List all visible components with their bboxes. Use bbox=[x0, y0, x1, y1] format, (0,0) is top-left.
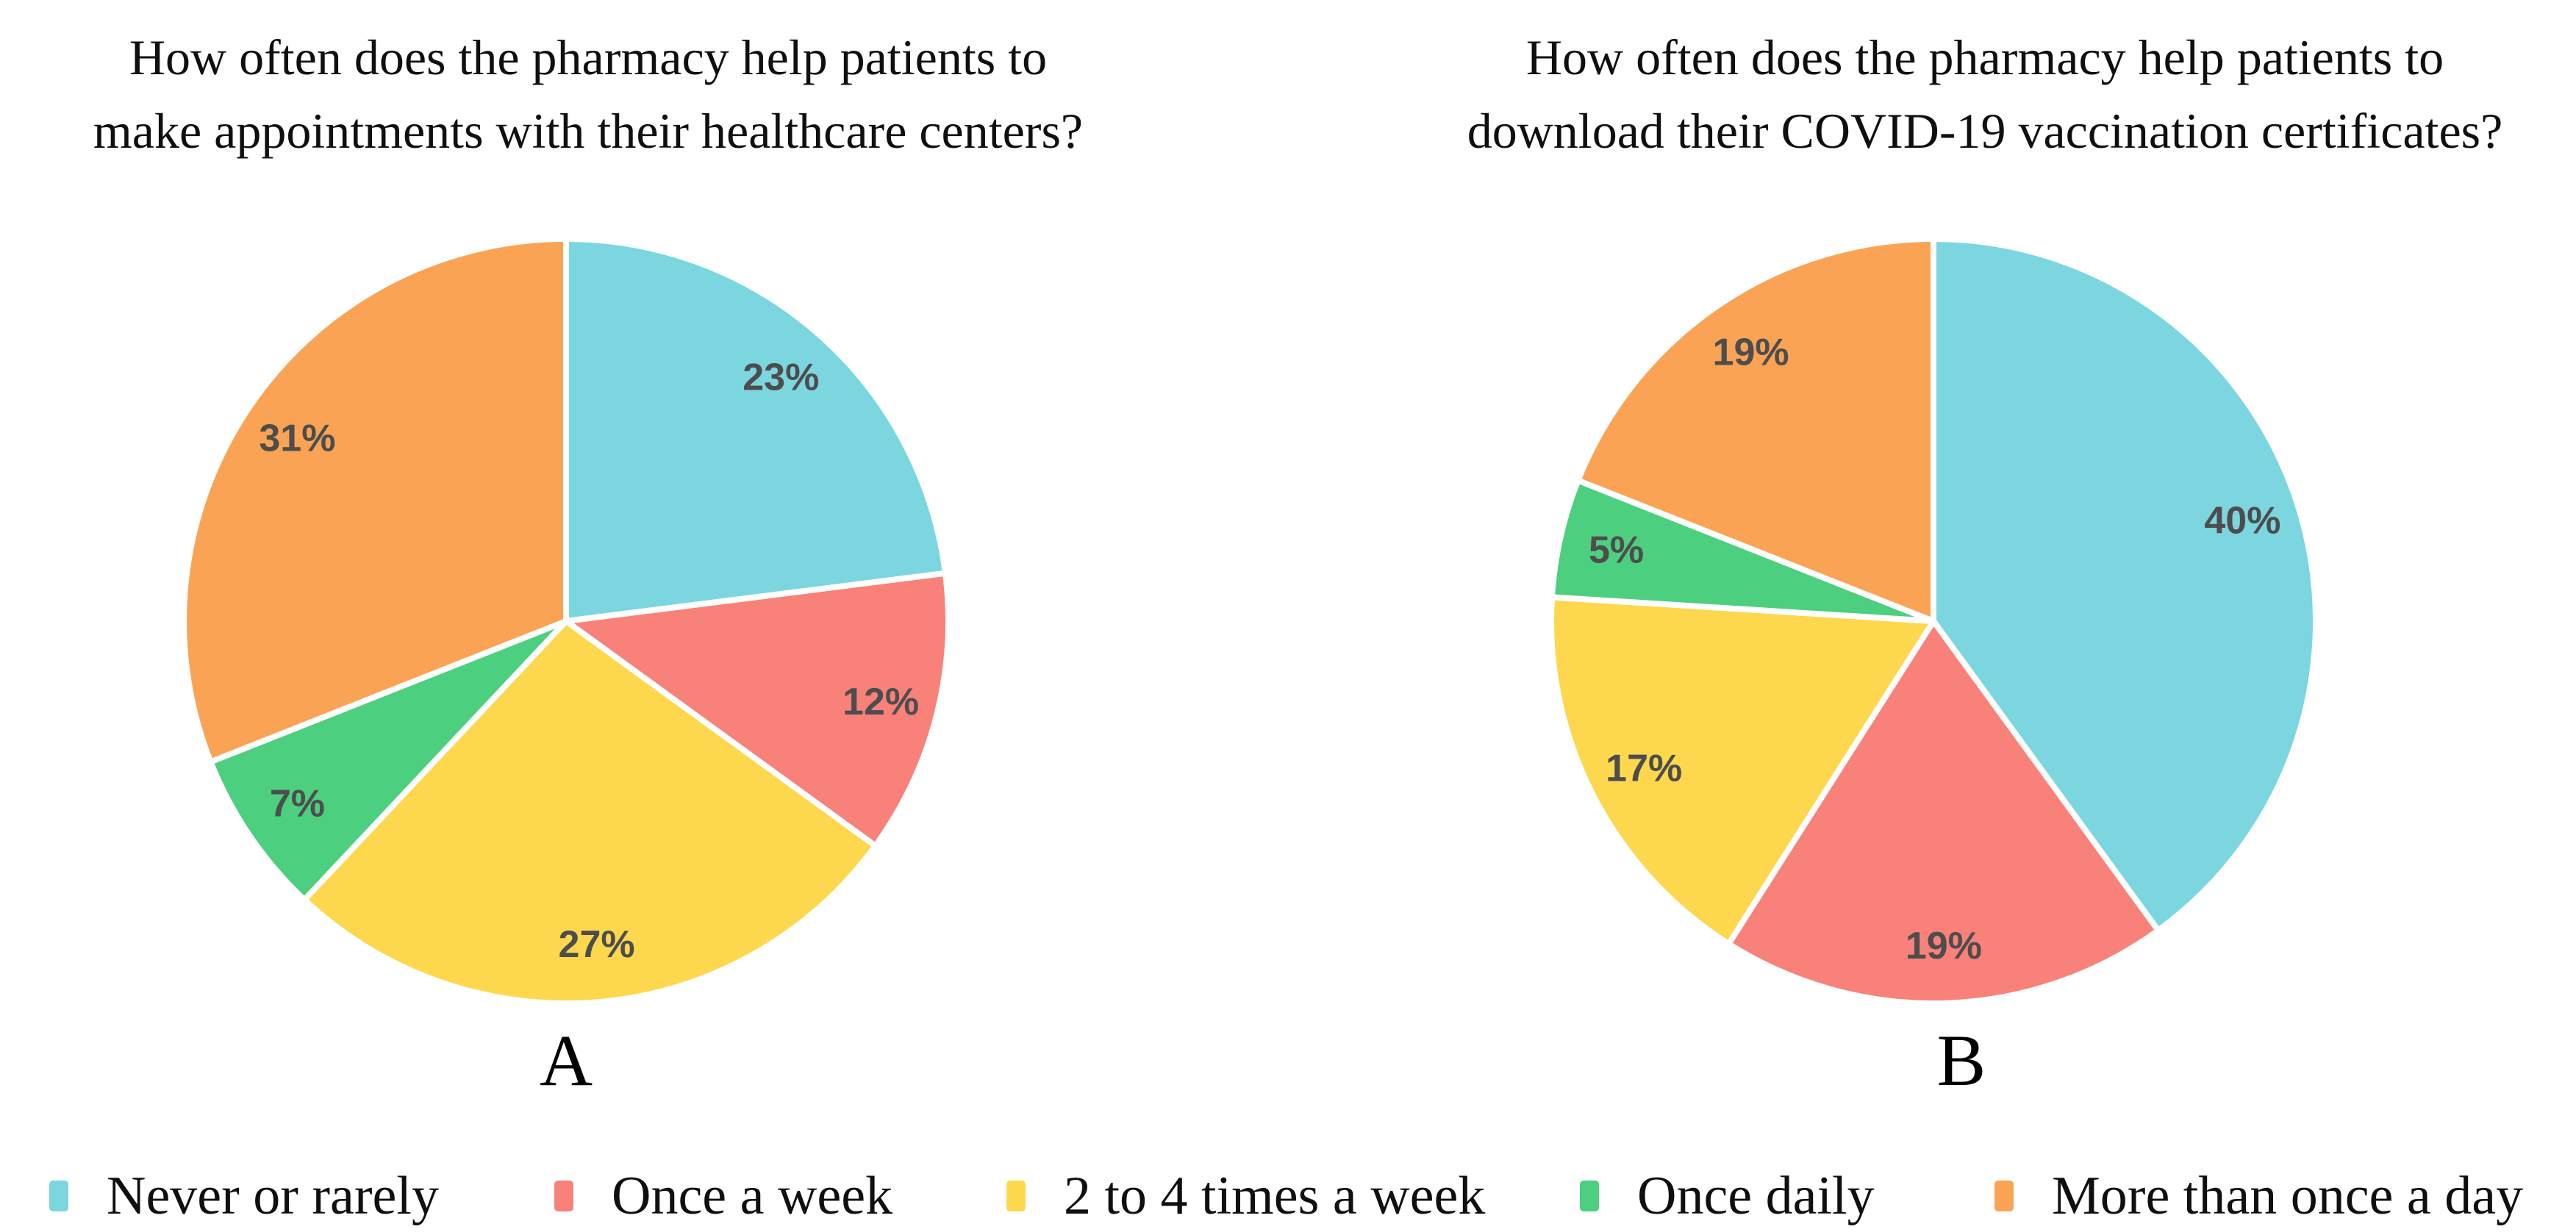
chart-b-title: How often does the pharmacy help patient… bbox=[1360, 21, 2576, 168]
legend-swatch-never-or-rarely bbox=[49, 1181, 68, 1211]
pie-slice-never-or-rarely bbox=[1931, 236, 2319, 934]
legend-item-2-to-4-times-a-week: 2 to 4 times a week bbox=[1006, 1164, 1485, 1228]
legend-label: Never or rarely bbox=[107, 1166, 439, 1226]
legend-swatch-more-than-once-a-day bbox=[1994, 1181, 2014, 1211]
slice-value-label: 7% bbox=[270, 782, 325, 825]
pie-slice-once-a-week bbox=[563, 570, 951, 849]
chart-a-title: How often does the pharmacy help patient… bbox=[0, 21, 1176, 168]
pie-slice-once-daily bbox=[207, 618, 569, 903]
slice-value-label: 23% bbox=[743, 357, 819, 399]
legend-item-never-or-rarely: Never or rarely bbox=[49, 1164, 439, 1228]
slice-value-label: 31% bbox=[259, 418, 335, 460]
chart-b-title-line-2: download their COVID-19 vaccination cert… bbox=[1467, 103, 2503, 159]
legend-label: More than once a day bbox=[2052, 1166, 2524, 1226]
slice-value-label: 40% bbox=[2204, 499, 2280, 542]
pie-chart-b: 40% 19% 17% 5% 19% bbox=[1548, 236, 2319, 1006]
slice-value-label: 19% bbox=[1713, 331, 1789, 373]
panel-label-a: A bbox=[539, 1020, 593, 1101]
slice-value-label: 17% bbox=[1606, 748, 1682, 790]
pie-chart-a: 23% 12% 27% 7% 31% bbox=[181, 236, 951, 1006]
legend-label: Once daily bbox=[1637, 1166, 1875, 1226]
legend-item-once-daily: Once daily bbox=[1580, 1164, 1875, 1228]
chart-a-title-line-1: How often does the pharmacy help patient… bbox=[129, 29, 1048, 85]
legend-item-more-than-once-a-day: More than once a day bbox=[1994, 1164, 2523, 1228]
legend-label: Once a week bbox=[612, 1166, 893, 1226]
legend-swatch-2-to-4-times-a-week bbox=[1006, 1181, 1026, 1211]
legend-label: 2 to 4 times a week bbox=[1064, 1166, 1486, 1226]
chart-b-title-line-1: How often does the pharmacy help patient… bbox=[1525, 29, 2444, 85]
pie-slice-once-a-week bbox=[1725, 618, 2161, 1006]
slice-value-label: 5% bbox=[1589, 529, 1644, 572]
pie-slice-more-than-once-a-day bbox=[181, 236, 569, 765]
legend-swatch-once-daily bbox=[1580, 1181, 1599, 1211]
pie-slice-2-to-4-times-a-week bbox=[301, 618, 879, 1006]
pie-slice-2-to-4-times-a-week bbox=[1548, 594, 1936, 948]
legend-item-once-a-week: Once a week bbox=[554, 1164, 892, 1228]
legend-swatch-once-a-week bbox=[554, 1181, 573, 1211]
chart-a-title-line-2: make appointments with their healthcare … bbox=[93, 103, 1084, 159]
slice-value-label: 12% bbox=[842, 681, 919, 723]
pie-slice-never-or-rarely bbox=[563, 236, 948, 624]
pie-slice-more-than-once-a-day bbox=[1575, 236, 1936, 624]
legend: Never or rarely Once a week 2 to 4 times… bbox=[0, 1164, 2576, 1230]
slice-value-label: 19% bbox=[1906, 925, 1982, 967]
slice-value-label: 27% bbox=[559, 923, 635, 966]
panel-label-b: B bbox=[1936, 1020, 1986, 1101]
